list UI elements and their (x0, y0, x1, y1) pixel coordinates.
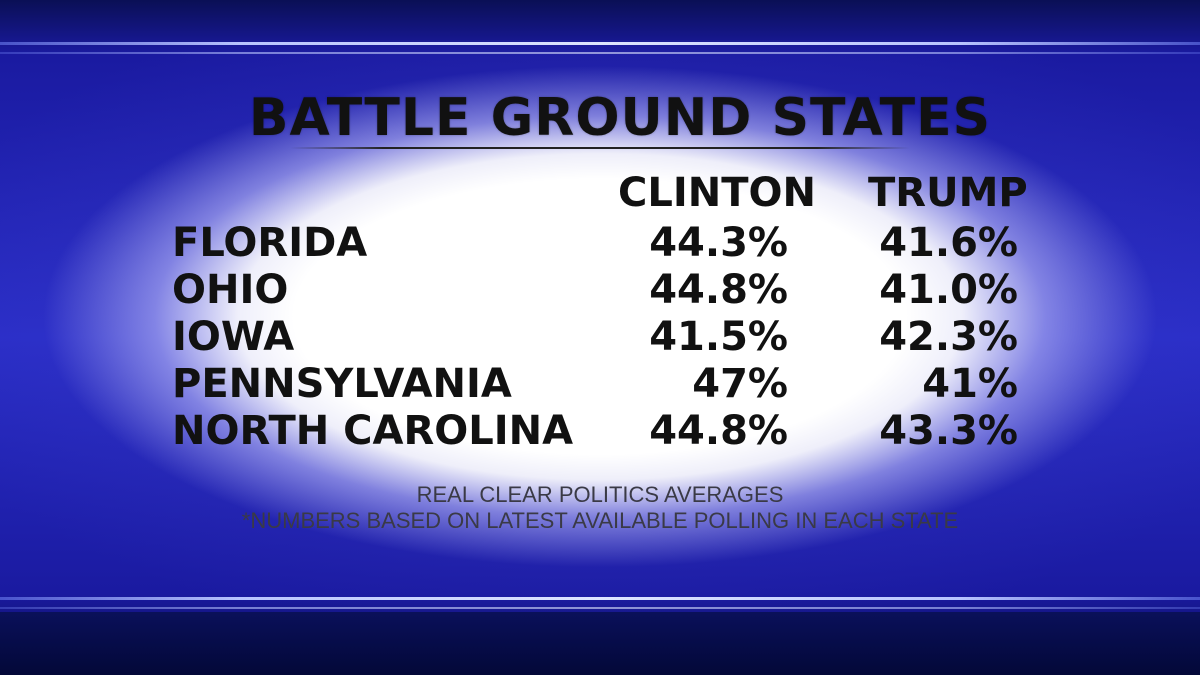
table-row: IOWA 41.5% 42.3% (0, 314, 1200, 362)
trump-value: 42.3% (879, 314, 1018, 360)
bottom-stripe-secondary (0, 607, 1200, 609)
chart-title: BATTLE GROUND STATES (248, 88, 992, 148)
clinton-value: 44.8% (649, 408, 788, 454)
clinton-value: 47% (692, 361, 788, 407)
source-note: REAL CLEAR POLITICS AVERAGES (416, 482, 784, 507)
bottom-stripe (0, 597, 1200, 600)
title-underline (290, 147, 910, 149)
trump-value: 41% (922, 361, 1018, 407)
top-stripe (0, 42, 1200, 45)
state-name: PENNSYLVANIA (172, 361, 512, 407)
table-row: PENNSYLVANIA 47% 41% (0, 361, 1200, 409)
trump-value: 41.0% (879, 267, 1018, 313)
column-header-clinton: CLINTON (618, 170, 816, 216)
clinton-value: 44.3% (649, 220, 788, 266)
clinton-value: 41.5% (649, 314, 788, 360)
state-name: OHIO (172, 267, 289, 313)
clinton-value: 44.8% (649, 267, 788, 313)
state-name: FLORIDA (172, 220, 368, 266)
state-name: IOWA (172, 314, 295, 360)
top-stripe-secondary (0, 52, 1200, 54)
trump-value: 43.3% (879, 408, 1018, 454)
state-name: NORTH CAROLINA (172, 408, 574, 454)
bottom-band (0, 612, 1200, 675)
table-row: OHIO 44.8% 41.0% (0, 267, 1200, 315)
trump-value: 41.6% (879, 220, 1018, 266)
polling-footnote: *NUMBERS BASED ON LATEST AVAILABLE POLLI… (241, 508, 959, 533)
table-row: FLORIDA 44.3% 41.6% (0, 220, 1200, 268)
column-header-trump: TRUMP (868, 170, 1028, 216)
background-glow (20, 55, 1180, 600)
table-row: NORTH CAROLINA 44.8% 43.3% (0, 408, 1200, 456)
